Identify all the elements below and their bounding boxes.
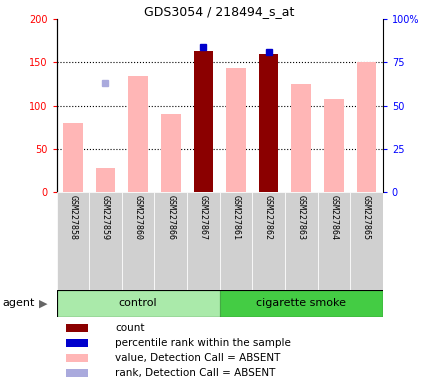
Text: GSM227858: GSM227858 [68,195,77,240]
Text: value, Detection Call = ABSENT: value, Detection Call = ABSENT [115,353,280,363]
Bar [66,354,88,362]
Bar [349,192,382,290]
Text: GSM227866: GSM227866 [166,195,175,240]
Bar [252,192,284,290]
Text: ▶: ▶ [39,298,48,308]
Text: GSM227863: GSM227863 [296,195,305,240]
Bar [226,68,245,192]
Bar [161,114,180,192]
Text: GSM227862: GSM227862 [263,195,273,240]
Bar [89,192,122,290]
Bar [122,192,154,290]
Text: cigarette smoke: cigarette smoke [256,298,345,308]
Bar [56,290,219,317]
Bar [284,192,317,290]
Text: GSM227860: GSM227860 [133,195,142,240]
Text: GSM227865: GSM227865 [361,195,370,240]
Bar [356,63,375,192]
Bar [258,54,278,192]
Bar [66,324,88,332]
Bar [219,192,252,290]
Bar [66,339,88,347]
Bar [193,51,213,192]
Bar [219,290,382,317]
Text: percentile rank within the sample: percentile rank within the sample [115,338,290,348]
Bar [66,369,88,377]
Text: rank, Detection Call = ABSENT: rank, Detection Call = ABSENT [115,368,275,378]
Text: GSM227861: GSM227861 [231,195,240,240]
Text: GSM227867: GSM227867 [198,195,207,240]
Bar [258,54,278,192]
Text: count: count [115,323,145,333]
Text: GSM227859: GSM227859 [101,195,110,240]
Bar [95,168,115,192]
Bar [56,192,89,290]
Bar [154,192,187,290]
Text: control: control [118,298,157,308]
Bar [63,123,82,192]
Bar [193,51,213,192]
Bar [323,99,343,192]
Bar [291,84,310,192]
Bar [187,192,219,290]
Bar [317,192,349,290]
Text: agent: agent [2,298,34,308]
Title: GDS3054 / 218494_s_at: GDS3054 / 218494_s_at [144,5,294,18]
Bar [128,76,148,192]
Text: GSM227864: GSM227864 [329,195,338,240]
